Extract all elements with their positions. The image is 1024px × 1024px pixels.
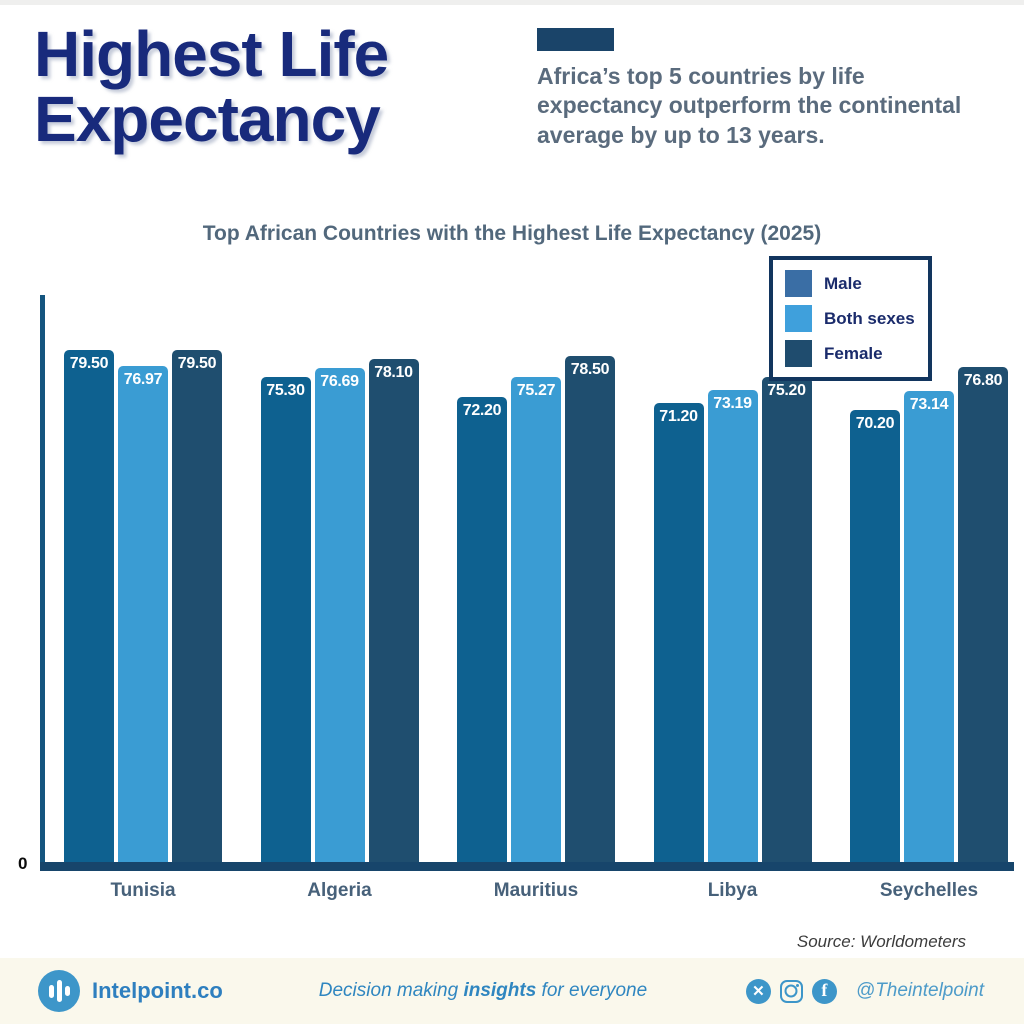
bar-male: 70.20 [850, 410, 900, 862]
logo-bar-icon [56, 980, 62, 1002]
bar-both-sexes: 76.97 [118, 366, 168, 862]
tagline-prefix: Decision making [318, 980, 464, 1001]
bar-group-algeria: 75.30 76.69 78.10 Algeria [260, 295, 419, 901]
legend-label: Both sexes [824, 308, 915, 328]
footer-tagline: Decision making insights for everyone [319, 980, 647, 1002]
facebook-glyph: f [821, 980, 828, 1000]
bar-male: 72.20 [457, 397, 507, 862]
y-axis-line [40, 295, 45, 867]
x-glyph: ✕ [752, 982, 765, 1000]
legend-swatch-icon [785, 270, 812, 297]
page-title: Highest Life Expectancy [34, 18, 389, 156]
x-axis-baseline [40, 862, 1014, 871]
social-handle: @Theintelpoint [855, 980, 984, 1001]
legend-item-both-sexes: Both sexes [785, 305, 916, 332]
bar-female: 76.80 [958, 367, 1008, 862]
bar-value-label: 73.14 [909, 396, 949, 413]
bar-value-label: 71.20 [659, 408, 698, 425]
bar-value-label: 76.69 [320, 373, 359, 390]
bar-value-label: 78.50 [570, 361, 610, 378]
bar-group-seychelles: 70.20 73.14 76.80 Seychelles [850, 295, 1008, 901]
category-label-mauritius: Mauritius [493, 880, 579, 901]
bar-male: 75.30 [260, 377, 311, 862]
bar-female: 78.50 [565, 356, 615, 862]
chart-title: Top African Countries with the Highest L… [202, 222, 822, 245]
bar-male: 71.20 [653, 403, 704, 862]
bar-male: 79.50 [64, 350, 114, 862]
bar-value-label: 73.19 [713, 395, 752, 412]
top-edge-strip [0, 0, 1024, 5]
bar-value-label: 78.10 [374, 364, 413, 381]
x-twitter-icon: ✕ [745, 978, 771, 1004]
bar-value-label: 76.80 [963, 372, 1003, 389]
bar-value-label: 79.50 [177, 355, 217, 372]
brand-name: Intelpoint.co [92, 978, 223, 1003]
bar-female: 79.50 [172, 350, 222, 862]
tagline-suffix: for everyone [536, 980, 648, 1001]
facebook-icon: f [811, 978, 837, 1004]
subtitle-text: Africa’s top 5 countries by life expecta… [537, 63, 962, 148]
accent-bar [537, 28, 614, 51]
social-icons: ✕ f @Theintelpoint [745, 978, 984, 1004]
bar-both-sexes: 75.27 [511, 377, 561, 862]
bar-both-sexes: 73.14 [904, 391, 954, 862]
bar-value-label: 70.20 [855, 415, 895, 432]
category-label-algeria: Algeria [307, 880, 372, 901]
category-label-tunisia: Tunisia [110, 880, 176, 901]
bar-both-sexes: 76.69 [314, 368, 365, 862]
page-title-line1: Highest Life [34, 18, 389, 90]
bar-group-tunisia: 79.50 76.97 79.50 Tunisia [64, 295, 222, 901]
bar-female: 75.20 [761, 377, 812, 862]
bar-group-mauritius: 72.20 75.27 78.50 Mauritius [457, 295, 615, 901]
logo-bar-icon [64, 986, 70, 996]
y-axis-zero-label: 0 [18, 854, 28, 873]
tagline-bold: insights [463, 980, 537, 1001]
bar-both-sexes: 73.19 [707, 390, 758, 862]
bar-value-label: 72.20 [462, 402, 502, 419]
legend-swatch-icon [785, 305, 812, 332]
intelpoint-logo-icon [38, 970, 80, 1012]
category-label-seychelles: Seychelles [879, 880, 979, 901]
legend-label: Male [824, 273, 862, 293]
category-label-libya: Libya [707, 880, 758, 901]
logo-bar-icon [48, 984, 54, 998]
legend-label: Female [824, 343, 883, 363]
bar-value-label: 75.30 [266, 382, 305, 399]
page-title-line2: Expectancy [34, 83, 381, 156]
bar-group-libya: 71.20 73.19 75.20 Libya [653, 295, 812, 901]
bar-value-label: 79.50 [69, 355, 109, 372]
plot-area: 79.50 76.97 79.50 Tunisia 75.30 76.69 78.10 Alg… [64, 295, 1008, 901]
instagram-icon [779, 979, 803, 1003]
legend-item-male: Male [785, 270, 916, 297]
bar-value-label: 76.97 [123, 371, 163, 388]
legend-swatch-icon [785, 340, 812, 367]
legend-item-female: Female [785, 340, 916, 367]
bar-female: 78.10 [368, 359, 419, 862]
bar-value-label: 75.27 [516, 382, 556, 399]
chart-legend: Male Both sexes Female [769, 256, 932, 381]
source-note: Source: Worldometers [796, 932, 966, 951]
footer-bar: Intelpoint.co Decision making insights f… [0, 958, 1024, 1024]
bar-value-label: 75.20 [767, 382, 806, 399]
